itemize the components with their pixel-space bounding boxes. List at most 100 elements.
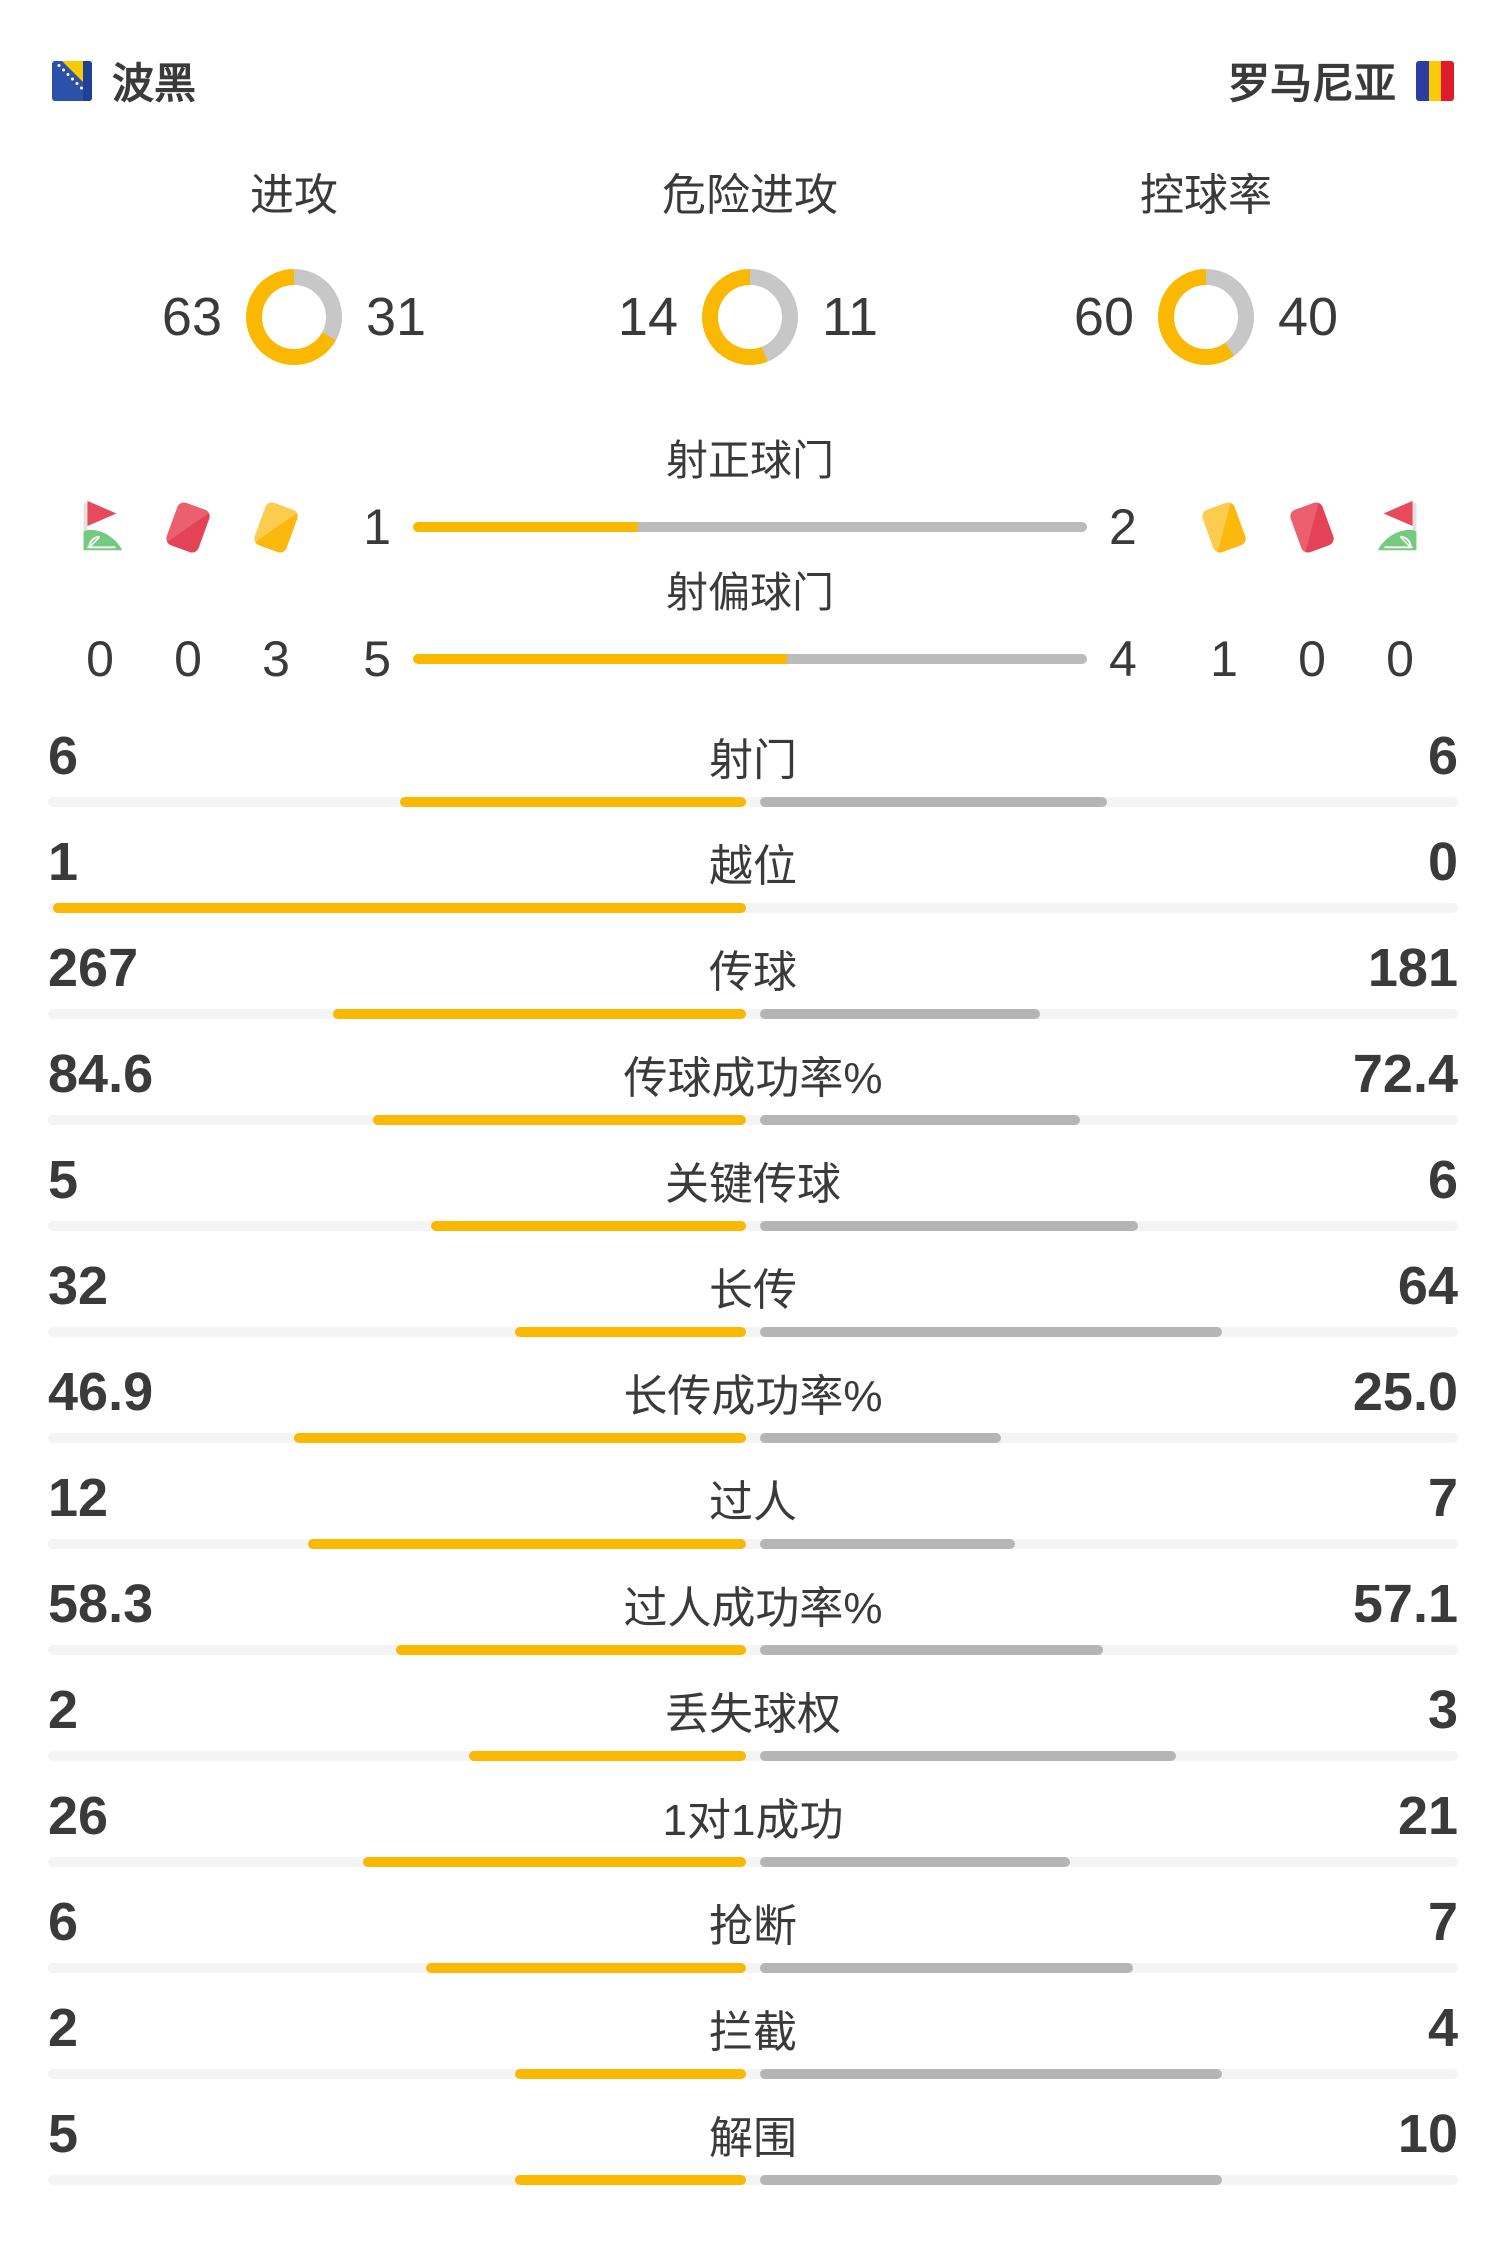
stat-away-value: 7 [1427, 1892, 1458, 1952]
donut-home-value: 63 [161, 287, 222, 347]
stat-bar-home-fill [426, 1963, 746, 1973]
stat-label: 过人成功率% [623, 1584, 883, 1633]
stat-bar [48, 1433, 1458, 1443]
stat-bar-away-fill [760, 1221, 1138, 1231]
stat-bar-away-fill [760, 1539, 1016, 1549]
donut-home-value: 60 [1073, 287, 1134, 347]
stat-home-value: 32 [48, 1256, 109, 1316]
stat-bar-away-fill [760, 1645, 1103, 1655]
yellow-card-icon [252, 500, 300, 554]
stat-row: 12 过人 7 [0, 1468, 1500, 1575]
match-header: 波黑 罗马尼亚 [0, 0, 1500, 111]
stat-home-value: 5 [48, 1150, 79, 1210]
stat-label: 越位 [709, 842, 797, 891]
stat-home-value: 1 [48, 832, 79, 892]
stat-home-value: 84.6 [48, 1044, 154, 1104]
donut-ring [702, 269, 798, 365]
stat-label: 传球成功率% [623, 1054, 883, 1103]
home-team-flag-icon [52, 60, 92, 101]
donut-dangerous-attacks: 危险进攻 14 11 [606, 173, 894, 365]
stat-label: 过人 [709, 1478, 797, 1527]
stat-away-value: 72.4 [1352, 1044, 1458, 1104]
stat-bar-home-fill [53, 903, 746, 913]
stat-row: 6 射门 6 [0, 726, 1500, 833]
home-team: 波黑 [52, 50, 196, 111]
stat-label: 传球 [709, 948, 797, 997]
stat-row: 5 关键传球 6 [0, 1150, 1500, 1257]
stat-row: 26 1对1成功 21 [0, 1786, 1500, 1893]
stats-list: 6 射门 6 1 越位 0 267 传球 181 84.6 传球成功率% 72.4 5 关键传球 6 32 长传… [0, 726, 1500, 2211]
stat-home-value: 2 [48, 1680, 79, 1740]
stat-row: 46.9 长传成功率% 25.0 [0, 1362, 1500, 1469]
stat-bar [48, 1963, 1458, 1973]
stat-bar [48, 797, 1458, 807]
stat-bar-home-fill [395, 1645, 746, 1655]
stat-away-value: 21 [1397, 1786, 1459, 1846]
donut-title: 控球率 [1140, 171, 1272, 220]
stat-bar-home-fill [515, 2175, 746, 2185]
stat-away-value: 4 [1427, 1998, 1458, 2058]
stat-label: 丢失球权 [665, 1690, 841, 1739]
donut-attacks: 进攻 63 31 [150, 173, 438, 365]
stat-row: 32 长传 64 [0, 1256, 1500, 1363]
stat-label: 抢断 [709, 1902, 797, 1951]
stat-bar-away-fill [760, 1963, 1134, 1973]
stat-bar-home-fill [515, 1327, 746, 1337]
stat-bar-away-fill [760, 2175, 1222, 2185]
home-team-name: 波黑 [112, 60, 197, 107]
stat-row: 5 解围 10 [0, 2104, 1500, 2211]
stat-away-value: 6 [1427, 726, 1458, 786]
shots-off-target-away-value: 4 [1109, 631, 1137, 687]
stat-bar-home-fill [372, 1115, 746, 1125]
away-discipline-counts: 1 0 0 [1180, 630, 1500, 688]
stat-label: 长传 [709, 1266, 797, 1315]
stat-home-value: 46.9 [48, 1362, 154, 1422]
stat-label: 1对1成功 [662, 1796, 844, 1845]
stat-away-value: 3 [1427, 1680, 1458, 1740]
stat-label: 关键传球 [665, 1160, 841, 1209]
stat-bar-home-fill [431, 1221, 746, 1231]
stat-away-value: 181 [1367, 938, 1458, 998]
corner-flag-icon [83, 500, 123, 551]
stat-bar [48, 2069, 1458, 2079]
away-corners-count: 0 [1386, 631, 1414, 687]
shots-on-target-home-value: 1 [363, 499, 391, 555]
stat-away-value: 6 [1427, 1150, 1458, 1210]
shots-on-target-title: 射正球门 [665, 437, 834, 484]
donut-away-value: 11 [822, 287, 879, 347]
stat-home-value: 5 [48, 2104, 79, 2164]
shots-section: 射正球门 1 2 [0, 435, 1500, 699]
stat-bar [48, 1751, 1458, 1761]
away-red-cards-count: 0 [1298, 631, 1326, 687]
donut-title: 进攻 [250, 171, 338, 220]
stat-bar [48, 1115, 1458, 1125]
red-card-icon [164, 500, 212, 554]
home-yellow-cards-count: 3 [262, 631, 290, 687]
stat-bar-away-fill [760, 797, 1107, 807]
stat-home-value: 267 [48, 938, 139, 998]
stat-home-value: 26 [48, 1786, 109, 1846]
stat-home-value: 58.3 [48, 1574, 154, 1634]
away-team: 罗马尼亚 [1228, 50, 1454, 111]
donut-ring [246, 269, 342, 365]
shots-off-target-home-value: 5 [363, 631, 391, 687]
stat-away-value: 7 [1427, 1468, 1458, 1528]
away-discipline-icons [1180, 498, 1500, 556]
stat-bar [48, 1539, 1458, 1549]
home-corners-count: 0 [86, 631, 114, 687]
away-team-flag-icon [1416, 60, 1454, 101]
stat-away-value: 25.0 [1352, 1362, 1458, 1422]
stat-bar [48, 2175, 1458, 2185]
stat-bar-home-fill [515, 2069, 746, 2079]
shots-on-target-home-fill [413, 522, 638, 532]
red-card-icon [1288, 500, 1336, 554]
stat-bar [48, 1221, 1458, 1231]
stat-bar-home-fill [362, 1857, 746, 1867]
stat-label: 拦截 [709, 2008, 797, 2057]
shots-off-target-away-fill [787, 654, 1087, 664]
stat-row: 6 抢断 7 [0, 1892, 1500, 1999]
away-yellow-cards-count: 1 [1210, 631, 1238, 687]
donut-home-value: 14 [617, 287, 678, 347]
stat-bar [48, 903, 1458, 913]
stat-row: 1 越位 0 [0, 832, 1500, 939]
